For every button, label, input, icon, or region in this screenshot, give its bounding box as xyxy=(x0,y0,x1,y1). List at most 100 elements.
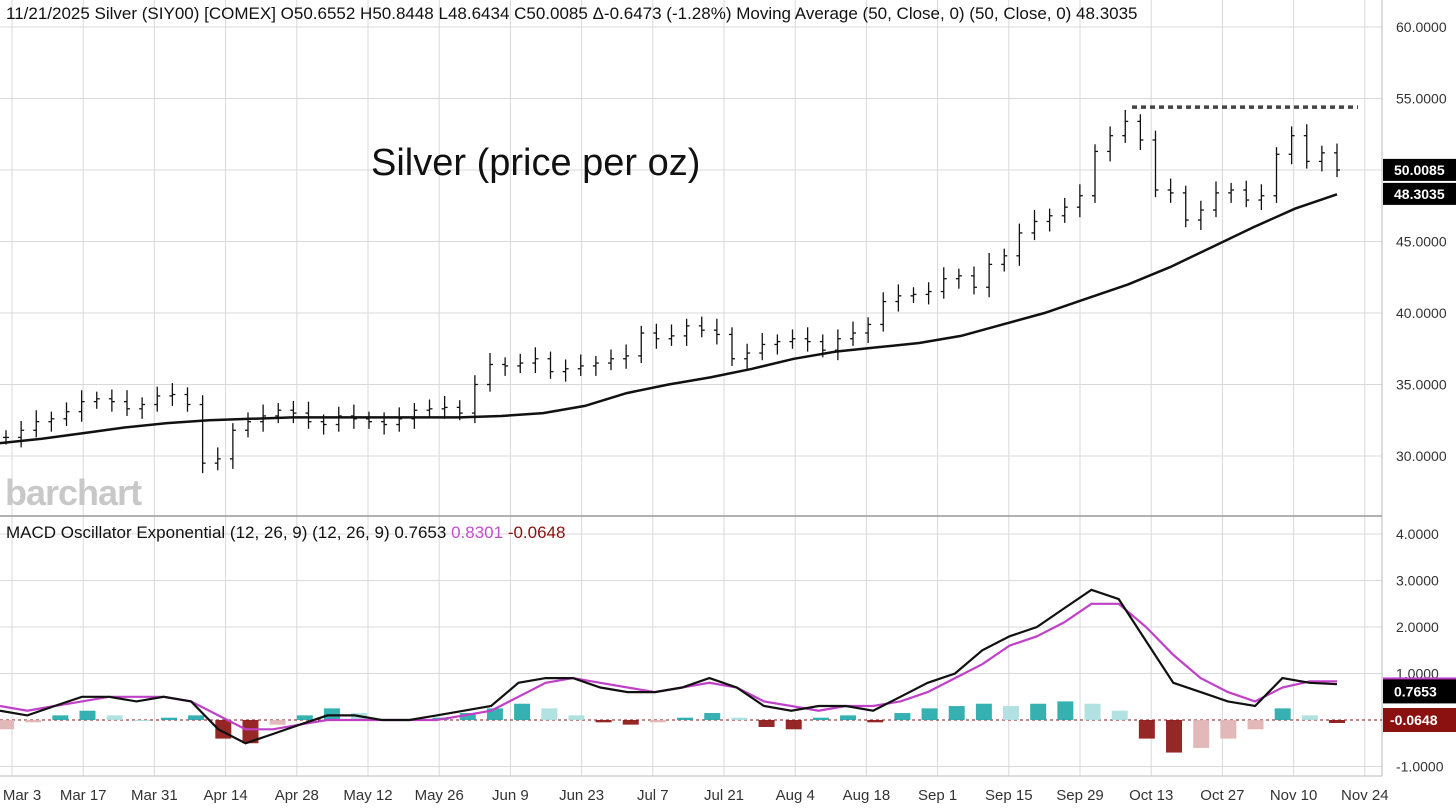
x-tick-label: Mar 3 xyxy=(3,787,41,804)
macd-histogram-bar xyxy=(459,713,476,720)
x-tick-label: Aug 18 xyxy=(843,787,891,804)
x-tick-label: Aug 4 xyxy=(776,787,815,804)
y-tick-label: 4.0000 xyxy=(1396,526,1439,542)
macd-histogram-bar xyxy=(1138,720,1155,739)
x-tick-label: Mar 17 xyxy=(60,787,107,804)
macd-histogram-bar xyxy=(704,713,721,720)
last-price-box xyxy=(1383,158,1456,181)
macd-histogram-bar xyxy=(1301,715,1318,720)
axis-labels: Mar 3 Mar 17 Mar 31 Apr 14 Apr 28 May 12 May 2… xyxy=(3,19,1456,804)
macd-histogram-bar xyxy=(1084,703,1101,720)
macd-histogram-layer xyxy=(0,701,1345,753)
macd-histogram-bar xyxy=(106,715,123,720)
y-tick-label: 45.0000 xyxy=(1396,234,1447,250)
macd-histogram-bar xyxy=(541,708,558,720)
macd-histogram-bar xyxy=(975,703,992,720)
macd-histogram-bar xyxy=(160,717,177,720)
ma-value-box xyxy=(1383,182,1456,205)
macd-histogram-bar xyxy=(1247,720,1264,730)
macd-histogram-bar xyxy=(568,715,585,720)
price-bars-layer xyxy=(3,105,1358,474)
macd-header: MACD Oscillator Exponential (12, 26, 9) … xyxy=(6,523,565,543)
x-tick-label: Mar 31 xyxy=(131,787,178,804)
x-tick-label: Nov 24 xyxy=(1341,787,1389,804)
macd-histogram-bar xyxy=(1003,706,1020,720)
macd-histogram-bar xyxy=(514,703,531,720)
macd-histogram-bar xyxy=(677,717,694,720)
macd-histogram-bar xyxy=(840,715,857,720)
macd-histogram-bar xyxy=(269,720,286,725)
macd-histogram-bar xyxy=(1193,720,1210,748)
last-price-label: 50.0085 xyxy=(1394,162,1445,178)
y-tick-label: 30.0000 xyxy=(1396,448,1447,464)
macd-histogram-bar xyxy=(25,720,42,723)
macd-histogram-bar xyxy=(486,708,503,720)
macd-histogram-bar xyxy=(921,708,938,720)
macd-histogram-bar xyxy=(1166,720,1183,753)
macd-histogram-bar xyxy=(0,720,14,730)
y-tick-label: -1.0000 xyxy=(1396,759,1444,775)
macd-value-box xyxy=(1383,679,1456,704)
macd-histogram-bar xyxy=(1329,720,1345,724)
signal-marker xyxy=(1383,677,1456,682)
x-tick-label: Apr 14 xyxy=(203,787,247,804)
macd-histogram-bar xyxy=(79,710,96,720)
macd-histogram-bar xyxy=(622,720,639,725)
x-tick-label: Jun 23 xyxy=(559,787,604,804)
macd-histogram-bar xyxy=(649,720,666,723)
macd-histogram-bar xyxy=(595,720,612,723)
x-tick-label: May 12 xyxy=(343,787,392,804)
macd-header-label: MACD Oscillator Exponential (12, 26, 9) … xyxy=(6,523,447,542)
y-tick-label: 2.0000 xyxy=(1396,619,1439,635)
moving-average-line xyxy=(0,193,1338,445)
macd-lines-layer xyxy=(0,588,1338,745)
x-tick-label: May 26 xyxy=(415,787,464,804)
ma-value-label: 48.3035 xyxy=(1394,186,1445,202)
macd-histogram-bar xyxy=(1030,703,1047,720)
macd-histogram-bar xyxy=(731,717,748,720)
macd-histogram-bar xyxy=(1057,701,1074,720)
macd-histogram-bar xyxy=(52,715,69,720)
x-tick-label: Jul 21 xyxy=(704,787,744,804)
macd-histogram-bar xyxy=(894,713,911,720)
y-tick-label: 35.0000 xyxy=(1396,377,1447,393)
macd-histogram-bar xyxy=(785,720,802,730)
macd-histogram-bar xyxy=(188,715,205,720)
macd-histogram-bar xyxy=(758,720,775,727)
x-tick-label: Oct 27 xyxy=(1200,787,1244,804)
macd-histogram-bar xyxy=(1220,720,1237,739)
macd-histogram-bar xyxy=(323,708,340,720)
y-tick-label: 3.0000 xyxy=(1396,573,1439,589)
macd-line xyxy=(0,588,1338,745)
histogram-value-label: -0.0648 xyxy=(1390,712,1438,728)
barchart-logo: barchart xyxy=(5,472,142,513)
x-tick-label: Sep 29 xyxy=(1056,787,1104,804)
x-tick-label: Apr 28 xyxy=(275,787,319,804)
x-tick-label: Jun 9 xyxy=(492,787,529,804)
macd-histogram-bar xyxy=(1274,708,1291,720)
macd-histogram-bar xyxy=(133,720,150,721)
y-tick-label: 40.0000 xyxy=(1396,305,1447,321)
macd-histogram-bar xyxy=(242,720,259,744)
macd-histogram-bar xyxy=(296,715,313,720)
y-tick-label: 60.0000 xyxy=(1396,19,1447,35)
x-tick-label: Jul 7 xyxy=(637,787,669,804)
chart-annotation: Silver (price per oz) xyxy=(371,142,701,184)
x-tick-label: Nov 10 xyxy=(1270,787,1318,804)
x-tick-label: Oct 13 xyxy=(1129,787,1173,804)
histogram-value-box xyxy=(1383,708,1456,732)
macd-histogram-bar xyxy=(867,720,884,723)
x-tick-label: Sep 1 xyxy=(918,787,957,804)
macd-histogram-bar xyxy=(948,706,965,720)
macd-value-label: 0.7653 xyxy=(1394,683,1437,699)
macd-histogram-bar xyxy=(1111,710,1128,720)
macd-histogram-value: -0.0648 xyxy=(507,523,566,542)
moving-average-layer xyxy=(0,193,1338,445)
price-header: 11/21/2025 Silver (SIY00) [COMEX] O50.65… xyxy=(6,4,1138,23)
grid-lines xyxy=(0,0,1383,777)
y-tick-label: 55.0000 xyxy=(1396,91,1447,107)
x-tick-label: Sep 15 xyxy=(985,787,1033,804)
macd-histogram-bar xyxy=(812,717,829,720)
macd-signal-value: 0.8301 xyxy=(451,523,504,542)
